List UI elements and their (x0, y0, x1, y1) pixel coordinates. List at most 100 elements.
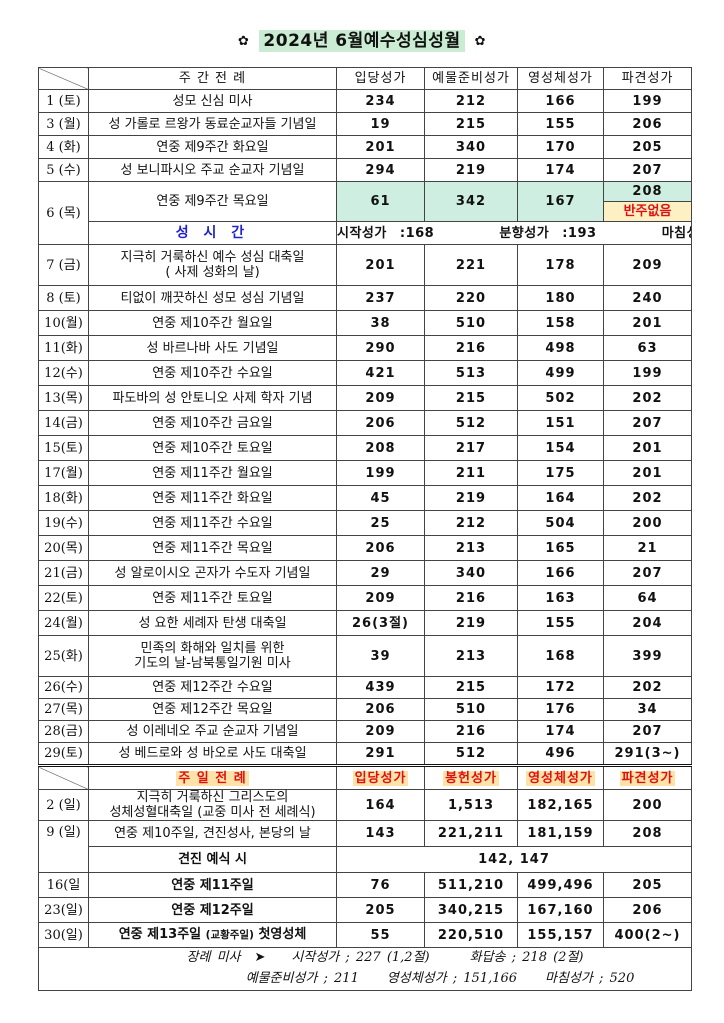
table-row: 28(금) 성 이레네오 주교 순교자 기념일 209 216 174 207 (38, 720, 692, 743)
liturgy-name: 연중 제12주간 목요일 (88, 698, 337, 721)
table-row: 5 (수) 성 보니파시오 주교 순교자 기념일 294 219 174 207 (38, 158, 692, 182)
entrance-hymn: 294 (336, 158, 425, 182)
holy-hour-row: 성 시 간 시작성가 :168 분향성가 :193 마침성가 :208 (39, 221, 692, 245)
liturgy-name: 지극히 거룩하신 그리스도의 성체성혈대축일 (교중 미사 전 세례식) (88, 789, 337, 821)
liturgy-name: 연중 제9주간 목요일 (88, 181, 337, 222)
dismissal-hymn: 202 (603, 676, 692, 699)
liturgy-name: 연중 제11주간 수요일 (88, 510, 337, 536)
communion-hymn: 154 (517, 435, 604, 461)
entrance-hymn: 143 (336, 820, 425, 847)
entrance-hymn: 290 (336, 335, 425, 361)
table-row: 20(목) 연중 제11주간 목요일 206 213 165 21 (38, 535, 692, 561)
date-cell: 28(금) (38, 720, 89, 743)
dismissal-hymn: 207 (603, 560, 692, 586)
communion-hymn: 167 (517, 181, 604, 222)
communion-hymn: 174 (517, 158, 604, 182)
offertory-hymn: 513 (424, 360, 518, 386)
offertory-hymn: 1,513 (424, 789, 518, 821)
date-cell: 10(월) (38, 310, 89, 336)
offertory-hymn: 216 (424, 720, 518, 743)
entrance-hymn: 19 (336, 112, 425, 136)
table-row: 13(목) 파도바의 성 안토니오 사제 학자 기념 209 215 502 2… (38, 385, 692, 411)
dismissal-hymn: 21 (603, 535, 692, 561)
table-row: 15(토) 연중 제10주간 토요일 208 217 154 201 (38, 435, 692, 461)
sunday-header-entrance: 입당성가 (336, 764, 425, 790)
date-cell: 29(토) (38, 742, 89, 766)
offertory-hymn: 340,215 (424, 897, 518, 923)
entrance-hymn: 76 (336, 872, 425, 898)
communion-hymn: 172 (517, 676, 604, 699)
table-row: 17(월) 연중 제11주간 월요일 199 211 175 201 (38, 460, 692, 486)
dismissal-hymn: 207 (603, 720, 692, 743)
offertory-hymn: 212 (424, 89, 518, 113)
liturgy-name: 지극히 거룩하신 예수 성심 대축일 ( 사제 성화의 날) (88, 244, 337, 286)
no-accompaniment-note: 반주없음 (603, 201, 692, 222)
communion-hymn: 151 (517, 410, 604, 436)
offertory-hymn: 340 (424, 135, 518, 159)
table-row: 19(수) 연중 제11주간 수요일 25 212 504 200 (38, 510, 692, 536)
entrance-hymn: 26(3절) (336, 610, 425, 636)
communion-hymn: 165 (517, 535, 604, 561)
liturgy-name: 연중 제10주간 월요일 (88, 310, 337, 336)
communion-hymn: 496 (517, 742, 604, 766)
communion-hymn: 182,165 (517, 789, 604, 821)
liturgy-name: 연중 제11주간 화요일 (88, 485, 337, 511)
entrance-hymn: 25 (336, 510, 425, 536)
offertory-hymn: 342 (424, 181, 518, 222)
entrance-hymn: 209 (336, 585, 425, 611)
dismissal-hymn: 240 (603, 285, 692, 311)
offertory-hymn: 215 (424, 385, 518, 411)
sunday-header-liturgy: 주 일 전 례 (88, 764, 337, 790)
offertory-hymn: 511,210 (424, 872, 518, 898)
date-cell: 19(수) (38, 510, 89, 536)
offertory-hymn: 217 (424, 435, 518, 461)
communion-hymn: 155 (517, 610, 604, 636)
offertory-hymn: 213 (424, 535, 518, 561)
holy-hour-closing: 마침성가 :208 (661, 225, 691, 241)
communion-hymn: 170 (517, 135, 604, 159)
liturgy-name: 연중 제10주일, 견진성사, 본당의 날 (88, 820, 337, 847)
date-cell: 14(금) (38, 410, 89, 436)
liturgy-name: 연중 제10주간 토요일 (88, 435, 337, 461)
confirmation-row: 견진 예식 시 142, 147 (39, 846, 692, 873)
hymn-schedule-table: 주 간 전 례 입당성가 예물준비성가 영성체성가 파견성가 1 (토) 성모 … (38, 67, 692, 991)
liturgy-name: 성 베드로와 성 바오로 사도 대축일 (88, 742, 337, 766)
dismissal-hymn: 207 (603, 410, 692, 436)
offertory-hymn: 220 (424, 285, 518, 311)
liturgy-name: 연중 제10주간 수요일 (88, 360, 337, 386)
table-row: 14(금) 연중 제10주간 금요일 206 512 151 207 (38, 410, 692, 436)
dismissal-hymn: 199 (603, 360, 692, 386)
offertory-hymn: 220,510 (424, 922, 518, 948)
table-row: 7 (금) 지극히 거룩하신 예수 성심 대축일 ( 사제 성화의 날) 201… (38, 244, 692, 286)
dismissal-hymn: 64 (603, 585, 692, 611)
funeral-communion: 영성체성가 ; 151,166 (386, 971, 518, 986)
date-cell: 24(월) (38, 610, 89, 636)
offertory-hymn: 219 (424, 610, 518, 636)
offertory-hymn: 215 (424, 676, 518, 699)
entrance-hymn: 205 (336, 897, 425, 923)
entrance-hymn: 61 (336, 181, 425, 222)
table-row: 8 (토) 티없이 깨끗하신 성모 성심 기념일 237 220 180 240 (38, 285, 692, 311)
dismissal-hymn: 200 (603, 510, 692, 536)
communion-hymn: 166 (517, 560, 604, 586)
entrance-hymn: 38 (336, 310, 425, 336)
offertory-hymn: 512 (424, 742, 518, 766)
communion-hymn: 502 (517, 385, 604, 411)
offertory-hymn: 212 (424, 510, 518, 536)
date-cell: 27(목) (38, 698, 89, 721)
holy-hour-hymns: 시작성가 :168 분향성가 :193 마침성가 :208 (336, 221, 692, 245)
liturgy-name: 성 바르나바 사도 기념일 (88, 335, 337, 361)
date-cell: 2 (일) (38, 789, 89, 821)
dismissal-hymn: 204 (603, 610, 692, 636)
dismissal-hymn: 399 (603, 635, 692, 677)
entrance-hymn: 439 (336, 676, 425, 699)
entrance-hymn: 201 (336, 135, 425, 159)
offertory-hymn: 216 (424, 585, 518, 611)
table-row: 26(수) 연중 제12주간 수요일 439 215 172 202 (38, 676, 692, 699)
date-cell: 7 (금) (38, 244, 89, 286)
liturgy-name: 연중 제11주간 토요일 (88, 585, 337, 611)
table-row: 29(토) 성 베드로와 성 바오로 사도 대축일 291 512 496 29… (38, 742, 692, 766)
communion-hymn: 155 (517, 112, 604, 136)
document-title: ✿ 2024년 6월예수성심성월 ✿ (0, 26, 724, 52)
offertory-hymn: 213 (424, 635, 518, 677)
